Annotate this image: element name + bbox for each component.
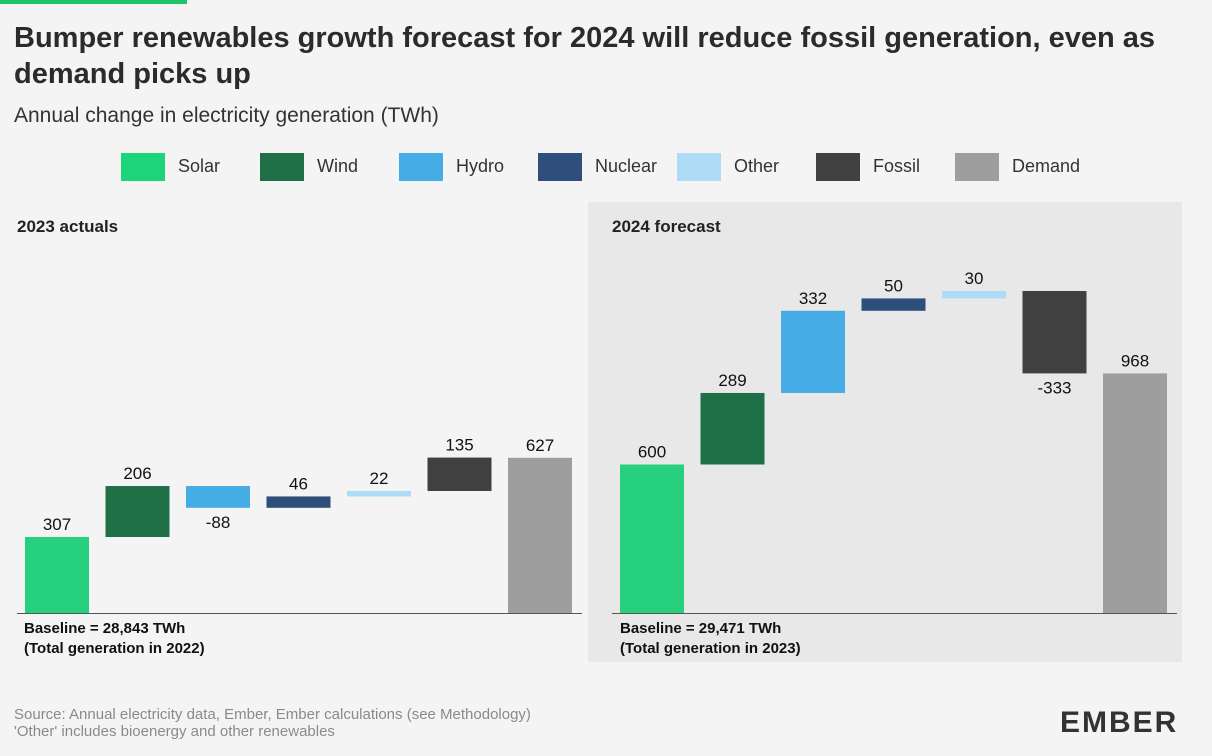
- bar-solar-2024: [620, 464, 684, 613]
- value-label-wind-2023: 206: [123, 464, 151, 483]
- legend-swatch-other: [677, 153, 721, 181]
- bar-wind-2024: [700, 392, 765, 465]
- forecast-panel-background: [588, 202, 1182, 662]
- legend-label-nuclear: Nuclear: [595, 156, 658, 176]
- legend-swatch-demand: [955, 153, 999, 181]
- legend: Solar Wind Hydro Nuclear Other Fossil Demand: [0, 150, 1212, 184]
- source-note: Source: Annual electricity data, Ember, …: [14, 706, 531, 740]
- baseline-description-2024: (Total generation in 2023): [620, 640, 801, 657]
- legend-swatch-nuclear: [538, 153, 582, 181]
- other-definition-line: 'Other' includes bioenergy and other ren…: [14, 723, 335, 740]
- bar-other-2024: [942, 291, 1006, 299]
- source-line: Source: Annual electricity data, Ember, …: [14, 706, 531, 723]
- value-label-solar-2023: 307: [43, 515, 71, 534]
- value-label-other-2023: 22: [370, 469, 389, 488]
- value-label-demand-2024: 968: [1121, 351, 1149, 370]
- legend-swatch-fossil: [816, 153, 860, 181]
- bar-hydro-2023: [186, 486, 250, 508]
- legend-label-fossil: Fossil: [873, 156, 921, 176]
- value-label-nuclear-2024: 50: [884, 276, 903, 295]
- bar-solar-2023: [25, 537, 89, 613]
- bar-nuclear-2023: [266, 496, 331, 508]
- value-label-other-2024: 30: [965, 269, 984, 288]
- value-label-hydro-2024: 332: [799, 289, 827, 308]
- bar-hydro-2024: [781, 310, 845, 393]
- bar-nuclear-2024: [861, 298, 926, 311]
- baseline-description-2023: (Total generation in 2022): [24, 640, 205, 657]
- value-label-wind-2024: 289: [718, 371, 746, 390]
- legend-swatch-hydro: [399, 153, 443, 181]
- value-label-fossil-2023: 135: [445, 436, 473, 455]
- chart-title: Bumper renewables growth forecast for 20…: [14, 22, 1156, 90]
- legend-swatch-wind: [260, 153, 304, 181]
- bar-other-2023: [347, 490, 411, 497]
- legend-swatch-solar: [121, 153, 165, 181]
- brand-accent-bar: [0, 0, 187, 4]
- bar-demand-2023: [508, 457, 572, 613]
- baseline-value-2024: Baseline = 29,471 TWh: [620, 620, 782, 637]
- bar-wind-2023: [105, 486, 170, 538]
- bar-fossil-2023: [427, 457, 492, 491]
- legend-label-wind: Wind: [317, 156, 359, 176]
- bar-fossil-2024: [1022, 291, 1087, 374]
- value-label-hydro-2023: -88: [206, 513, 231, 532]
- value-label-fossil-2024: -333: [1037, 378, 1071, 397]
- baseline-note-2023: Baseline = 28,843 TWh (Total generation …: [24, 619, 205, 659]
- baseline-note-2024: Baseline = 29,471 TWh (Total generation …: [620, 619, 801, 659]
- panel-title-2024: 2024 forecast: [612, 217, 721, 236]
- value-label-nuclear-2023: 46: [289, 474, 308, 493]
- legend-label-demand: Demand: [1012, 156, 1081, 176]
- ember-logo: EMBER: [1060, 706, 1179, 739]
- bar-demand-2024: [1103, 373, 1167, 613]
- legend-label-hydro: Hydro: [456, 156, 505, 176]
- panel-title-2023: 2023 actuals: [17, 217, 119, 236]
- baseline-value-2023: Baseline = 28,843 TWh: [24, 620, 186, 637]
- legend-label-other: Other: [734, 156, 780, 176]
- legend-label-solar: Solar: [178, 156, 221, 176]
- value-label-demand-2023: 627: [526, 436, 554, 455]
- value-label-solar-2024: 600: [638, 443, 666, 462]
- chart-subtitle: Annual change in electricity generation …: [14, 104, 439, 127]
